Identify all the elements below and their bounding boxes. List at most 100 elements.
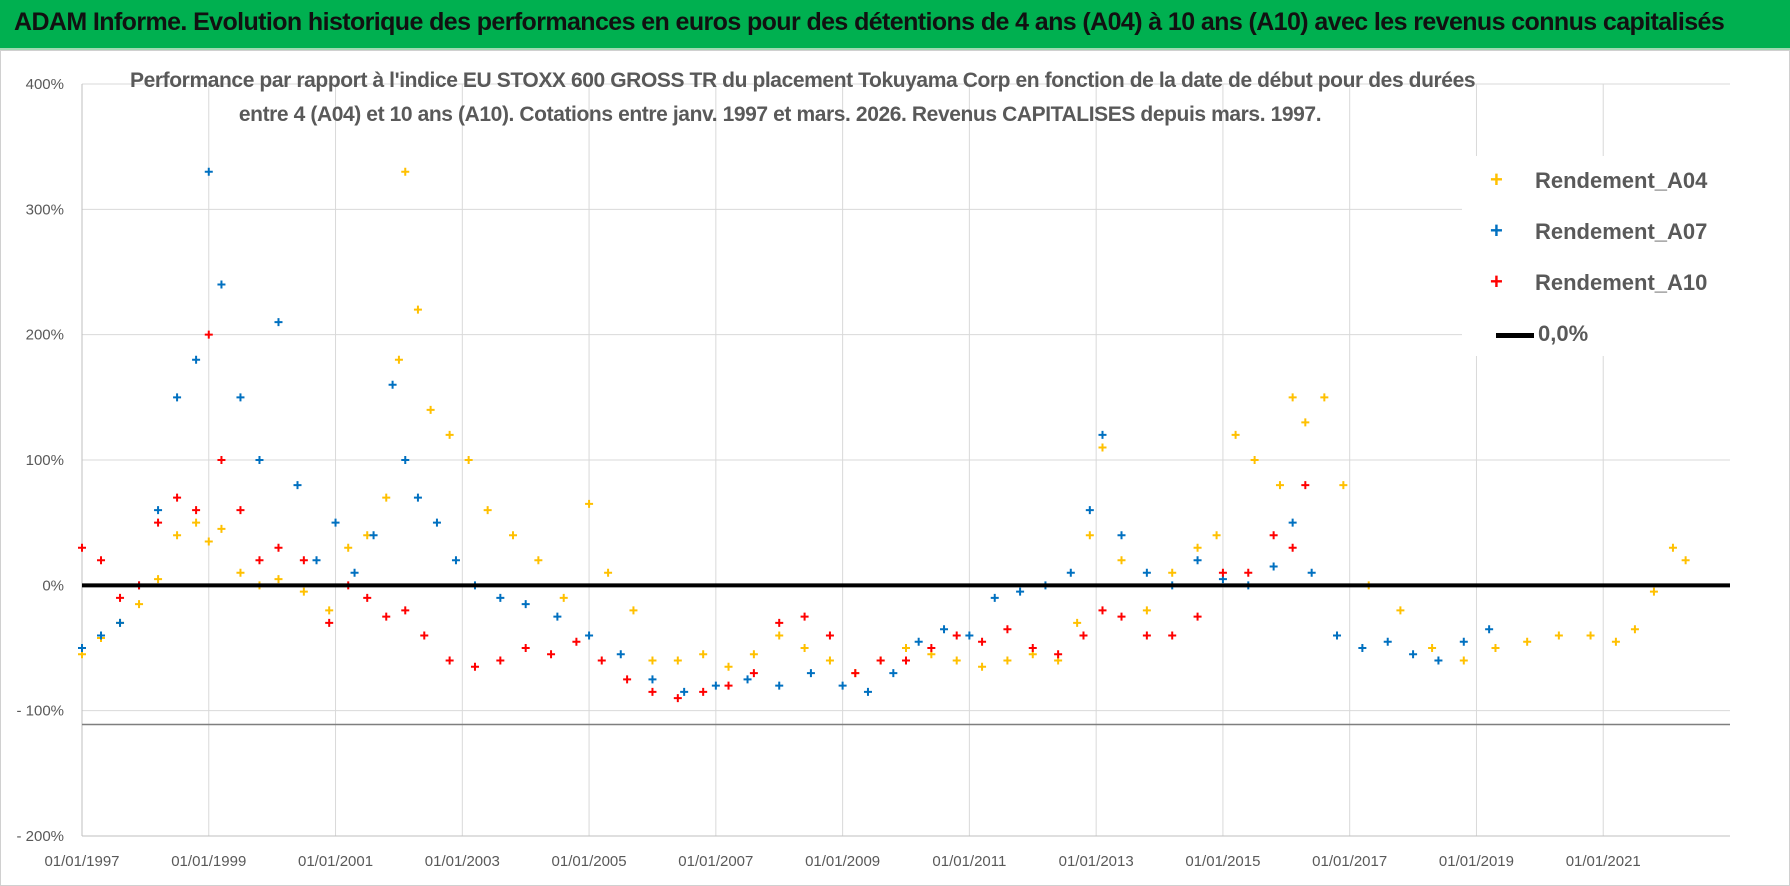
data-point (1434, 656, 1443, 665)
data-point (382, 493, 391, 502)
data-point (78, 543, 86, 552)
data-point (521, 644, 530, 652)
y-tick-label: 300% (26, 201, 64, 218)
data-point (825, 656, 834, 665)
y-tick-label: 100% (26, 452, 64, 469)
data-point (1307, 568, 1316, 577)
data-point (673, 656, 682, 665)
data-point (470, 662, 479, 671)
data-point (1275, 481, 1284, 490)
data-point (1142, 568, 1151, 577)
data-point (1649, 587, 1658, 596)
x-tick-label: 01/01/2009 (805, 853, 880, 870)
data-point (604, 568, 613, 577)
data-point (1028, 644, 1037, 652)
data-point (1668, 543, 1677, 552)
data-point (382, 612, 391, 621)
data-point (1085, 506, 1094, 515)
y-tick-label: 200% (26, 327, 64, 344)
data-point (217, 524, 226, 533)
data-point (1491, 644, 1500, 652)
plus-marker-icon: + (1490, 167, 1503, 192)
data-point (699, 650, 708, 659)
data-point (1085, 531, 1094, 540)
data-points (78, 167, 1730, 703)
data-point (1098, 430, 1107, 439)
data-point (1459, 637, 1468, 646)
data-point (534, 556, 543, 565)
data-point (173, 531, 182, 540)
data-point (413, 493, 422, 502)
data-point (426, 405, 435, 414)
data-point (825, 631, 834, 640)
data-point (483, 506, 492, 515)
data-point (1193, 543, 1202, 552)
series-rendement-a07 (78, 167, 1494, 696)
data-point (394, 355, 403, 364)
data-point (648, 675, 657, 684)
data-point (521, 600, 530, 609)
data-point (1098, 606, 1107, 615)
data-point (623, 675, 632, 684)
data-point (97, 556, 106, 565)
legend-label-a07: Rendement_A07 (1535, 219, 1708, 244)
zero-line-icon (1496, 333, 1534, 338)
data-point (547, 650, 556, 659)
data-point (369, 531, 378, 540)
data-point (724, 681, 733, 690)
data-point (914, 637, 923, 646)
data-point (236, 393, 245, 402)
tick-labels: 400% 300% 200% 100% 0% - 100% - 200% 01/01/1997… (16, 76, 1640, 870)
data-point (97, 631, 106, 640)
data-point (445, 656, 454, 665)
data-point (509, 531, 518, 540)
data-point (274, 318, 283, 327)
data-point (154, 575, 163, 584)
data-point (1231, 430, 1240, 439)
axes (81, 84, 1730, 837)
data-point (274, 543, 283, 552)
data-point (1383, 637, 1392, 646)
legend-label-zero: 0,0% (1538, 321, 1589, 346)
data-point (1117, 556, 1126, 565)
data-point (927, 644, 936, 652)
data-point (1016, 587, 1025, 596)
series-rendement-a04 (78, 167, 1690, 678)
data-point (401, 606, 410, 615)
data-point (1339, 481, 1348, 490)
x-tick-label: 01/01/2013 (1059, 853, 1134, 870)
data-point (116, 593, 125, 602)
data-point (585, 499, 594, 508)
data-point (1212, 531, 1221, 540)
data-point (648, 687, 657, 696)
data-point (806, 669, 815, 678)
data-point (838, 681, 847, 690)
data-point (496, 656, 505, 665)
y-tick-label: - 100% (16, 703, 64, 720)
data-point (432, 518, 441, 527)
data-point (204, 537, 213, 546)
data-point (1193, 612, 1202, 621)
data-point (711, 681, 720, 690)
data-point (154, 506, 163, 515)
chart-title-line-1: Performance par rapport à l'indice EU ST… (130, 69, 1476, 92)
data-point (902, 644, 910, 652)
data-point (978, 637, 987, 646)
data-point (451, 556, 460, 565)
data-point (1193, 556, 1202, 565)
data-point (1066, 568, 1075, 577)
x-tick-label: 01/01/2001 (298, 853, 373, 870)
data-point (1288, 518, 1297, 527)
data-point (116, 618, 125, 627)
x-tick-label: 01/01/2021 (1566, 853, 1641, 870)
data-point (325, 606, 334, 615)
data-point (204, 330, 213, 339)
data-point (1244, 568, 1253, 577)
data-point (274, 575, 283, 584)
data-point (1117, 531, 1126, 540)
data-point (401, 456, 410, 464)
data-point (1428, 644, 1437, 652)
data-point (401, 167, 410, 176)
legend-entry-a10: + Rendement_A10 (1462, 267, 1736, 297)
